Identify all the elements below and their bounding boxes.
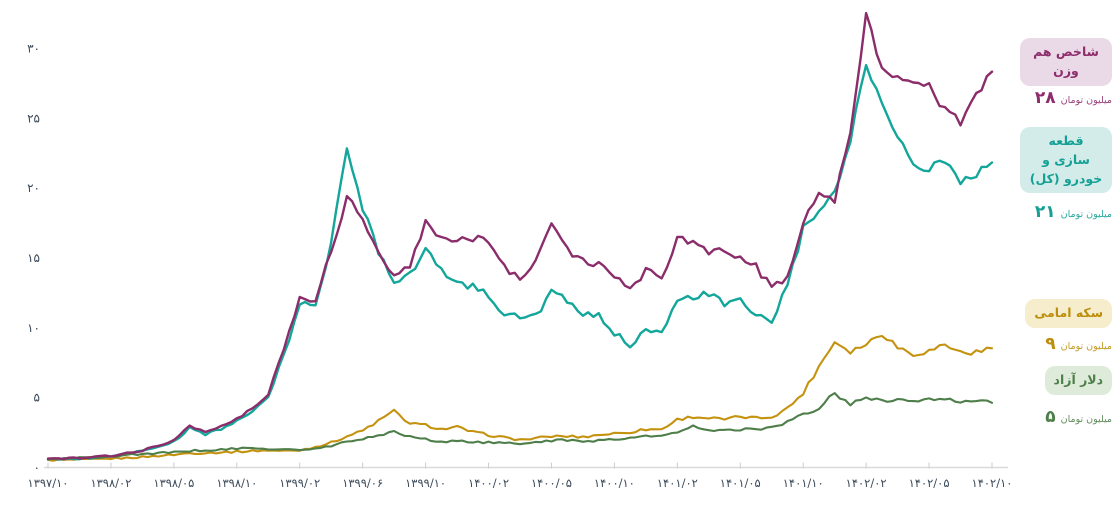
x-axis-tick-label: ۱۴۰۱/۰۵ xyxy=(720,476,761,490)
series-value-free-dollar: ۵ میلیون تومان xyxy=(1014,407,1112,427)
series-line-1 xyxy=(46,63,994,461)
series-line-0 xyxy=(46,334,994,462)
series-badge-equal-weight-index[interactable]: شاخص هم وزن xyxy=(1020,38,1112,86)
series-value-number: ۵ xyxy=(1045,406,1056,427)
series-value-unit: میلیون تومان xyxy=(1060,413,1112,425)
x-axis-tick-label: ۱۳۹۹/۰۲ xyxy=(279,476,320,490)
legend-item-auto-parts-total[interactable]: قطعه سازی و خودرو (کل) ۲۱ میلیون تومان xyxy=(1014,127,1112,222)
x-axis-tick-label: ۱۳۹۸/۰۲ xyxy=(90,476,131,490)
x-axis-tick-label: ۱۴۰۰/۱۰ xyxy=(594,476,635,490)
series-badge-auto-parts-total[interactable]: قطعه سازی و خودرو (کل) xyxy=(1020,127,1112,194)
series-value-number: ۲۱ xyxy=(1034,202,1056,223)
series-value-unit: میلیون تومان xyxy=(1060,340,1112,352)
y-axis-tick-label: ۱۵ xyxy=(27,251,40,265)
series-value-equal-weight-index: ۲۸ میلیون تومان xyxy=(1014,88,1112,108)
series-value-number: ۹ xyxy=(1045,333,1056,354)
y-axis-tick-label: ۳۰ xyxy=(27,42,40,56)
series-value-number: ۲۸ xyxy=(1034,87,1056,108)
series-line-2 xyxy=(46,392,994,461)
series-line-3 xyxy=(46,11,994,461)
x-axis-tick-label: ۱۳۹۹/۰۶ xyxy=(342,476,383,490)
legend-item-equal-weight-index[interactable]: شاخص هم وزن ۲۸ میلیون تومان xyxy=(1014,38,1112,108)
x-axis-tick-label: ۱۴۰۲/۱۰ xyxy=(972,476,1013,490)
series-value-unit: میلیون تومان xyxy=(1060,209,1112,221)
x-axis-tick-label: ۱۳۹۷/۱۰ xyxy=(28,476,69,490)
series-badge-free-dollar[interactable]: دلار آزاد xyxy=(1044,366,1112,395)
legend-item-free-dollar[interactable]: دلار آزاد ۵ میلیون تومان xyxy=(1014,366,1112,427)
x-axis-labels: ۱۳۹۷/۱۰ ۱۳۹۸/۰۲ ۱۳۹۸/۰۵ ۱۳۹۸/۱۰ ۱۳۹۹/۰۲ ۱۳۹۹/… xyxy=(28,462,1013,490)
x-axis-tick-label: ۱۴۰۱/۰۲ xyxy=(657,476,698,490)
x-axis-tick-label: ۱۴۰۰/۰۲ xyxy=(468,476,509,490)
legend-panel: شاخص هم وزن ۲۸ میلیون تومان قطعه سازی و … xyxy=(1012,0,1116,510)
x-axis-tick-label: ۱۴۰۱/۱۰ xyxy=(783,476,824,490)
y-axis-labels: ۰ ۵ ۱۰ ۱۵ ۲۰ ۲۵ ۳۰ xyxy=(27,42,40,475)
x-axis-tick-label: ۱۴۰۲/۰۵ xyxy=(909,476,950,490)
x-axis-tick-label: ۱۳۹۸/۱۰ xyxy=(216,476,257,490)
y-axis-tick-label: ۰ xyxy=(34,461,40,475)
y-axis-tick-label: ۲۵ xyxy=(27,111,40,125)
series-value-auto-parts-total: ۲۱ میلیون تومان xyxy=(1014,202,1112,222)
y-axis-tick-label: ۵ xyxy=(34,391,40,405)
y-axis-tick-label: ۲۰ xyxy=(27,181,40,195)
series-badge-emami-coin[interactable]: سکه امامی xyxy=(1025,299,1112,328)
y-axis-tick-label: ۱۰ xyxy=(27,321,40,335)
x-axis-tick-label: ۱۳۹۹/۱۰ xyxy=(405,476,446,490)
series-value-emami-coin: ۹ میلیون تومان xyxy=(1014,334,1112,354)
series-value-unit: میلیون تومان xyxy=(1060,94,1112,106)
legend-item-emami-coin[interactable]: سکه امامی ۹ میلیون تومان xyxy=(1014,299,1112,354)
x-axis-tick-label: ۱۳۹۸/۰۵ xyxy=(153,476,194,490)
x-axis-tick-label: ۱۴۰۲/۰۲ xyxy=(846,476,887,490)
x-axis-tick-label: ۱۴۰۰/۰۵ xyxy=(531,476,572,490)
